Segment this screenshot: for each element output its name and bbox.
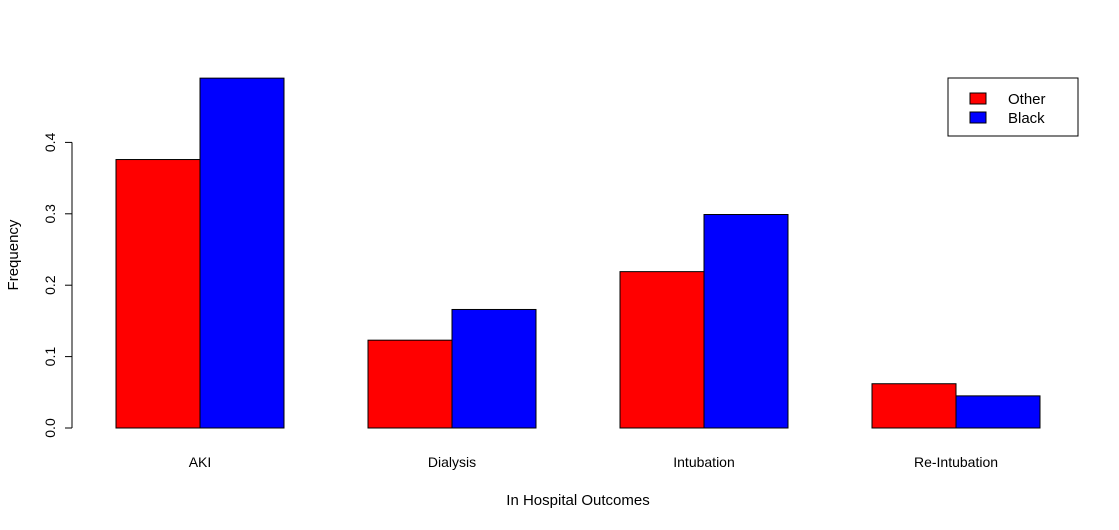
x-axis-title: In Hospital Outcomes: [506, 492, 649, 509]
y-axis: 0.0 0.1 0.2 0.3 0.4: [42, 132, 73, 438]
bar-black-dialysis: [451, 308, 537, 429]
bar-black-re-intubation: [955, 395, 1041, 429]
x-axis-labels: AKI Dialysis Intubation Re-Intubation: [189, 454, 998, 470]
bar-black-intubation: [703, 214, 789, 429]
x-tick-label: Dialysis: [428, 454, 476, 470]
legend-label-black: Black: [1008, 110, 1045, 127]
x-tick-label: Intubation: [673, 454, 735, 470]
bars-group: [115, 77, 1041, 429]
bar-other-aki: [115, 159, 201, 429]
y-tick-label: 0.0: [42, 418, 58, 438]
bar-black-aki: [199, 77, 285, 429]
y-tick-label: 0.3: [42, 204, 58, 224]
x-tick-label: Re-Intubation: [914, 454, 998, 470]
legend-box: [947, 77, 1079, 137]
y-axis-title: Frequency: [5, 219, 22, 290]
y-tick-label: 0.4: [42, 132, 58, 152]
x-tick-label: AKI: [189, 454, 212, 470]
y-tick-label: 0.1: [42, 347, 58, 367]
bar-other-re-intubation: [871, 383, 957, 429]
legend-swatch-black: [969, 111, 987, 124]
legend-swatch-other: [969, 92, 987, 105]
legend: Other Black: [947, 77, 1079, 137]
legend-label-other: Other: [1008, 91, 1046, 108]
bar-other-intubation: [619, 271, 705, 429]
y-tick-label: 0.2: [42, 275, 58, 295]
bar-other-dialysis: [367, 339, 453, 429]
